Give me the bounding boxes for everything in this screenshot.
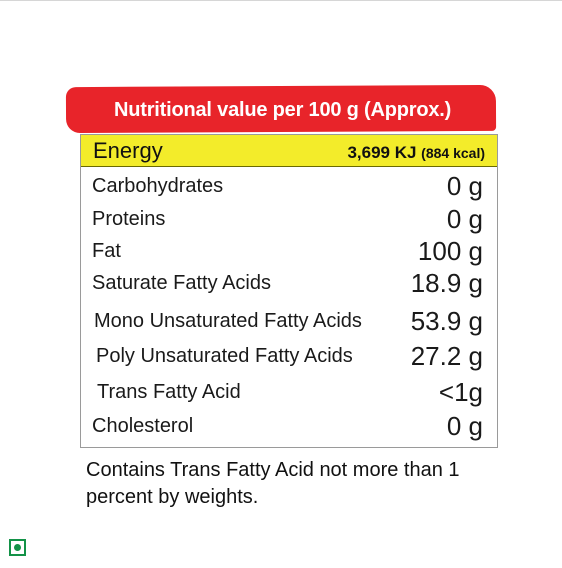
nutrient-name: Carbohydrates [92, 175, 224, 197]
table-row: Proteins 0 g [81, 204, 497, 236]
top-divider [0, 0, 562, 1]
table-row: Fat 100 g [81, 236, 497, 268]
nutrient-value: 27.2 g [410, 341, 483, 371]
energy-kj: 3,699 KJ [347, 143, 417, 162]
nutrition-table: Energy 3,699 KJ (884 kcal) Carbohydrates… [80, 134, 498, 448]
nutrient-value: 0 g [446, 411, 483, 441]
table-row: Saturate Fatty Acids 18.9 g [81, 268, 497, 300]
nutrient-name: Mono Unsaturated Fatty Acids [94, 310, 362, 332]
veg-mark-dot [14, 544, 21, 551]
nutrient-value: 0 g [446, 204, 483, 234]
nutrient-name: Poly Unsaturated Fatty Acids [96, 345, 353, 367]
nutrient-name: Saturate Fatty Acids [92, 272, 271, 294]
trans-fat-footnote: Contains Trans Fatty Acid not more than … [86, 459, 460, 508]
nutrient-value: 100 g [417, 236, 483, 266]
nutrient-name: Cholesterol [92, 415, 194, 437]
nutrient-name: Fat [92, 240, 121, 262]
table-row: Cholesterol 0 g [81, 411, 497, 443]
veg-mark-icon [9, 539, 26, 556]
energy-row: Energy 3,699 KJ (884 kcal) [81, 135, 497, 167]
nutrition-heading: Nutritional value per 100 g (Approx.) [114, 99, 452, 121]
nutrient-value: 18.9 g [410, 268, 483, 298]
nutrient-value: 0 g [446, 171, 483, 201]
table-row: Poly Unsaturated Fatty Acids 27.2 g [81, 341, 497, 373]
energy-label: Energy [93, 138, 163, 163]
table-row: Carbohydrates 0 g [81, 171, 497, 203]
nutrient-value: 53.9 g [410, 306, 483, 336]
energy-value: 3,699 KJ (884 kcal) [347, 143, 485, 163]
energy-kcal: (884 kcal) [421, 145, 485, 161]
nutrient-value: <1g [438, 377, 483, 407]
nutrient-name: Proteins [92, 208, 166, 230]
table-row: Trans Fatty Acid <1g [81, 377, 497, 409]
nutrient-name: Trans Fatty Acid [97, 381, 241, 403]
table-row: Mono Unsaturated Fatty Acids 53.9 g [81, 306, 497, 338]
